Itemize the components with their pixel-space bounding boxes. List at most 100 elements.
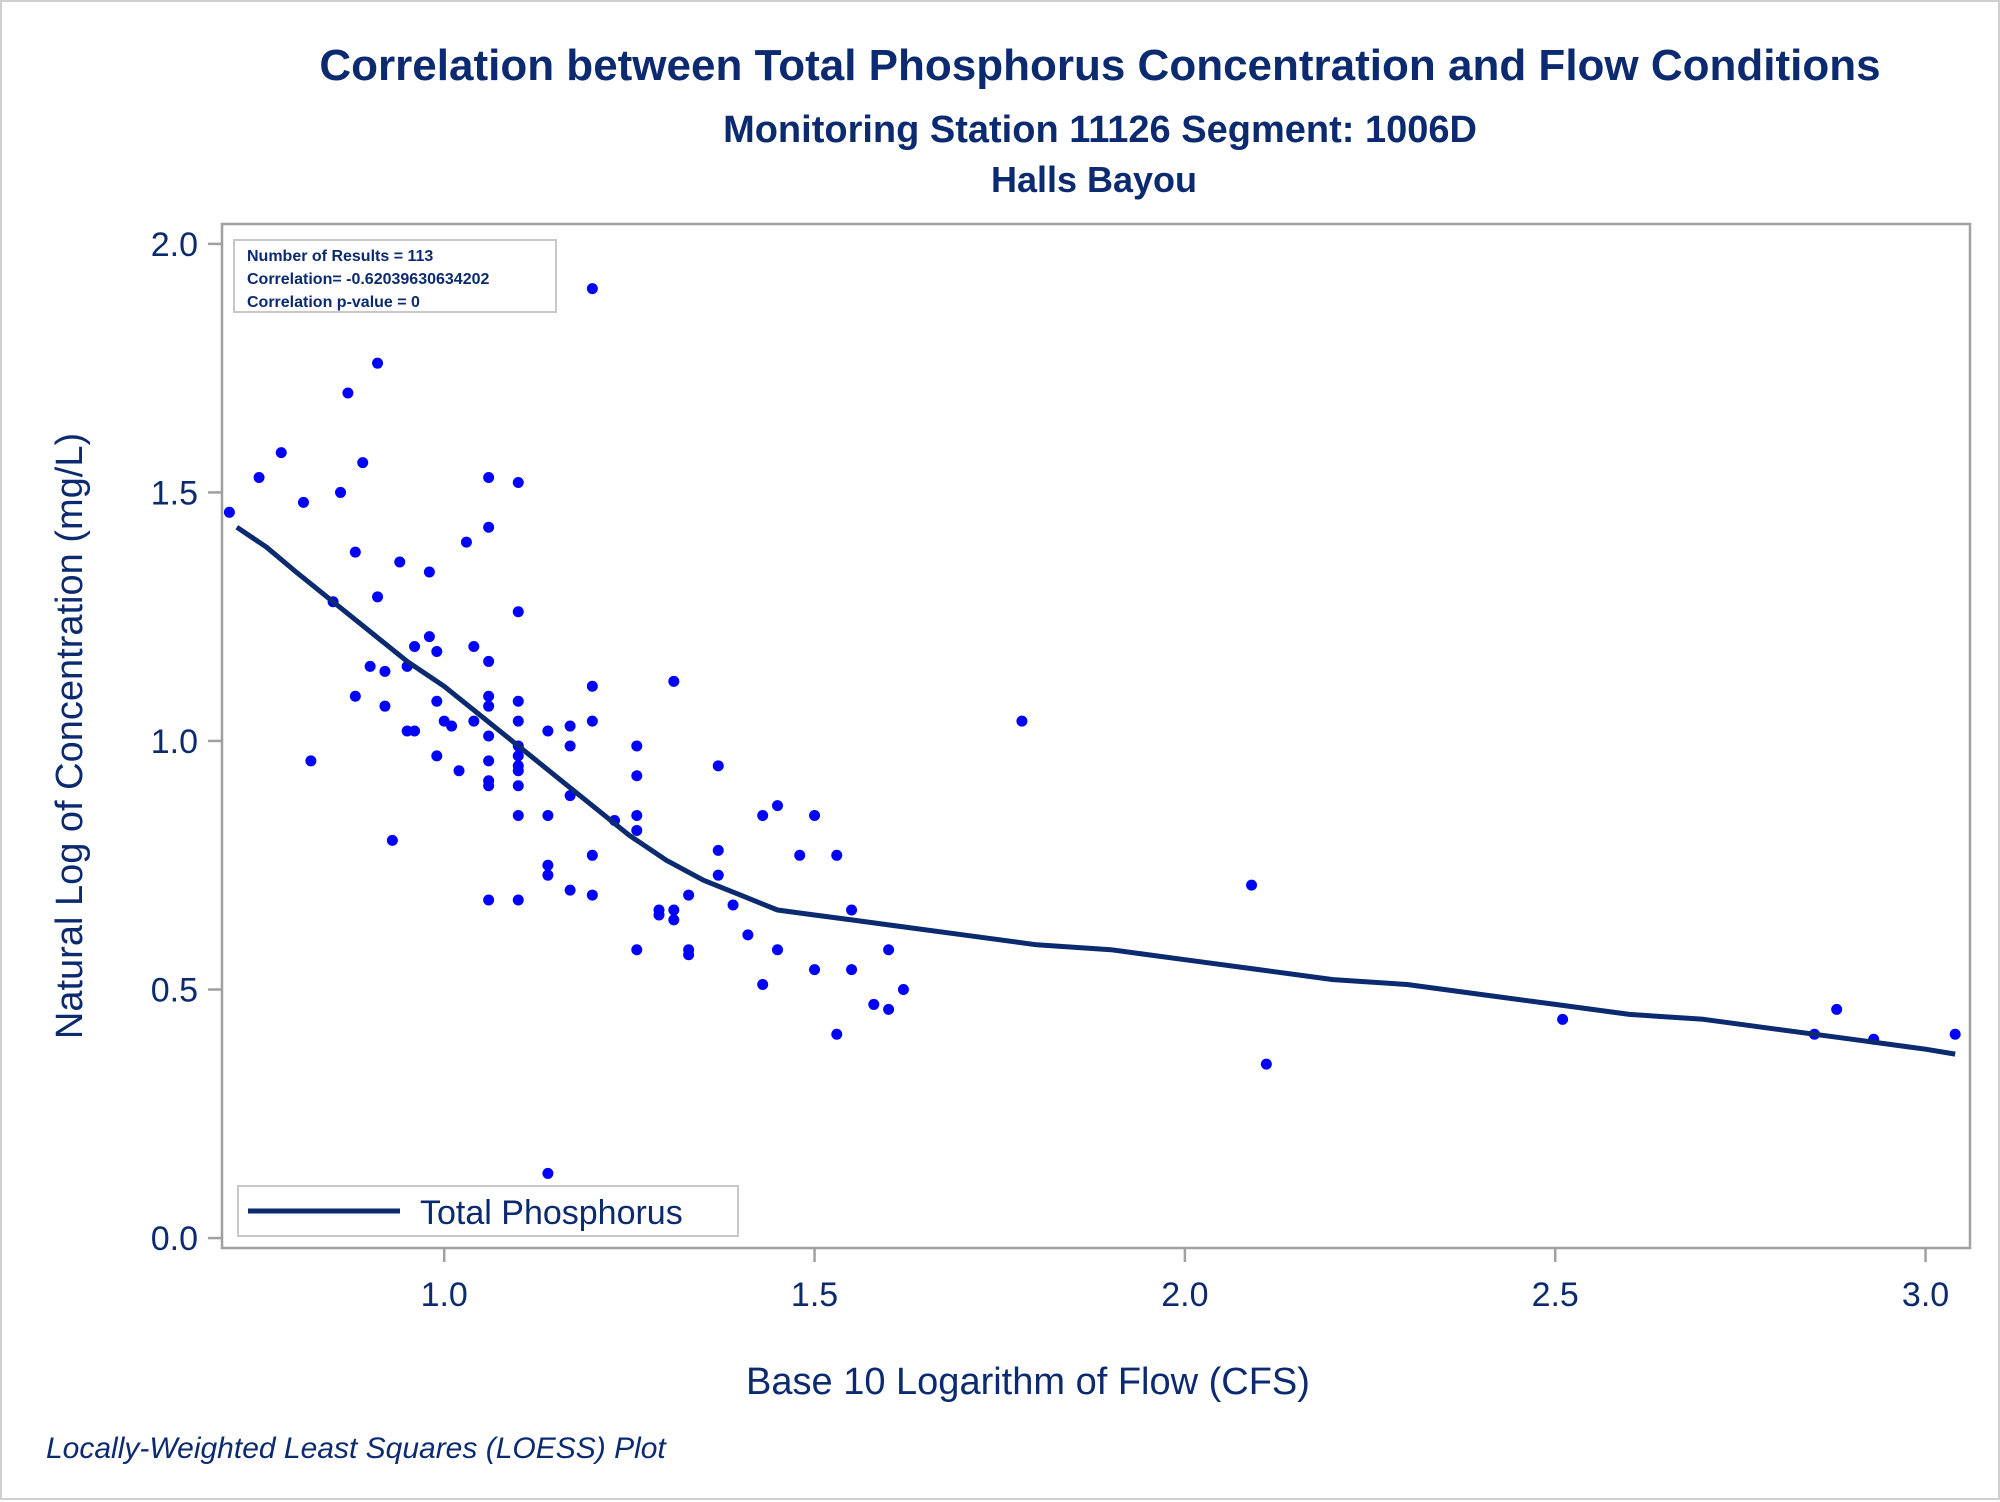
data-point	[483, 521, 495, 533]
data-point	[483, 780, 495, 792]
data-point	[757, 979, 769, 991]
data-point	[468, 641, 480, 653]
data-point	[794, 849, 806, 861]
data-point	[1831, 1003, 1843, 1015]
data-point	[668, 904, 680, 916]
data-point	[512, 780, 524, 792]
data-point	[483, 700, 495, 712]
data-point	[712, 760, 724, 772]
data-point	[564, 720, 576, 732]
data-point	[1016, 715, 1028, 727]
x-tick-label: 2.5	[1532, 1276, 1579, 1314]
chart-subtitle-2: Halls Bayou	[991, 159, 1197, 200]
data-point	[483, 730, 495, 742]
data-points	[223, 283, 1961, 1179]
y-axis-label: Natural Log of Concentration (mg/L)	[49, 433, 91, 1039]
data-point	[483, 894, 495, 906]
data-point	[668, 914, 680, 926]
data-point	[809, 810, 821, 822]
data-point	[883, 1003, 895, 1015]
data-point	[512, 476, 524, 488]
x-tick-label: 1.5	[791, 1276, 838, 1314]
x-axis-label: Base 10 Logarithm of Flow (CFS)	[746, 1361, 1310, 1403]
data-point	[423, 631, 435, 643]
data-point	[372, 591, 384, 603]
stat-correlation: Correlation= -0.62039630634202	[247, 271, 489, 288]
data-point	[712, 869, 724, 881]
data-point	[542, 859, 554, 871]
data-point	[564, 740, 576, 752]
data-point	[394, 556, 406, 568]
data-point	[1557, 1013, 1569, 1025]
data-point	[512, 695, 524, 707]
data-point	[431, 645, 443, 657]
data-point	[883, 944, 895, 956]
data-point	[468, 715, 480, 727]
data-point	[631, 740, 643, 752]
data-point	[512, 750, 524, 762]
data-point	[542, 725, 554, 737]
data-point	[372, 357, 384, 369]
footnote: Locally-Weighted Least Squares (LOESS) P…	[46, 1432, 667, 1465]
data-point	[809, 964, 821, 976]
data-point	[253, 472, 265, 484]
data-point	[1246, 879, 1258, 891]
chart-subtitle: Monitoring Station 11126 Segment: 1006D	[723, 109, 1477, 151]
data-point	[512, 765, 524, 777]
data-point	[460, 536, 472, 548]
data-point	[897, 984, 909, 996]
data-point	[586, 889, 598, 901]
data-point	[349, 690, 361, 702]
data-point	[742, 929, 754, 941]
data-point	[586, 715, 598, 727]
data-point	[631, 824, 643, 836]
x-tick-label: 2.0	[1161, 1276, 1208, 1314]
data-point	[846, 904, 858, 916]
data-point	[335, 486, 347, 498]
stat-count: Number of Results = 113	[247, 248, 433, 265]
stat-p-value: Correlation p-value = 0	[247, 294, 420, 311]
data-point	[342, 387, 354, 399]
data-point	[831, 1028, 843, 1040]
legend-label: Total Phosphorus	[420, 1194, 683, 1232]
data-point	[586, 680, 598, 692]
data-point	[1949, 1028, 1961, 1040]
data-point	[431, 695, 443, 707]
x-tick-label: 1.0	[421, 1276, 468, 1314]
data-point	[423, 566, 435, 578]
y-tick-label: 1.5	[151, 474, 198, 512]
data-point	[223, 506, 235, 518]
data-point	[586, 283, 598, 295]
chart-title: Correlation between Total Phosphorus Con…	[319, 41, 1880, 90]
data-point	[683, 889, 695, 901]
data-point	[379, 665, 391, 677]
data-point	[349, 546, 361, 558]
data-point	[512, 606, 524, 618]
data-point	[297, 496, 309, 508]
data-point	[409, 641, 421, 653]
data-point	[683, 949, 695, 961]
y-tick-label: 1.0	[151, 723, 198, 761]
data-point	[727, 899, 739, 911]
y-tick-label: 0.5	[151, 972, 198, 1010]
data-point	[512, 810, 524, 822]
data-point	[357, 457, 369, 469]
data-point	[542, 1167, 554, 1179]
loess-line	[235, 525, 1956, 1057]
stats-box	[233, 239, 557, 313]
data-point	[757, 810, 769, 822]
data-point	[668, 675, 680, 687]
data-point	[275, 447, 287, 459]
data-point	[586, 849, 598, 861]
data-point	[483, 472, 495, 484]
data-point	[772, 944, 784, 956]
data-point	[631, 944, 643, 956]
data-point	[386, 834, 398, 846]
data-point	[453, 765, 465, 777]
data-point	[1260, 1058, 1272, 1070]
y-axis: 0.0 0.5 1.0 1.5 2.0	[151, 226, 222, 1258]
data-point	[564, 884, 576, 896]
plot-area	[220, 222, 1972, 1250]
